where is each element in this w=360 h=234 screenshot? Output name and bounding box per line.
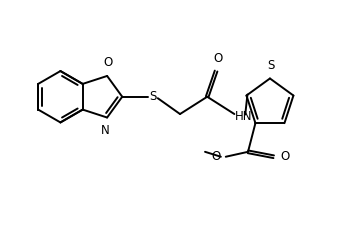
Text: S: S [267,59,275,72]
Text: O: O [103,56,113,69]
Text: O: O [280,150,289,163]
Text: N: N [101,124,109,137]
Text: HN: HN [235,110,253,123]
Text: S: S [149,90,157,103]
Text: O: O [213,52,222,65]
Text: O: O [212,150,221,163]
